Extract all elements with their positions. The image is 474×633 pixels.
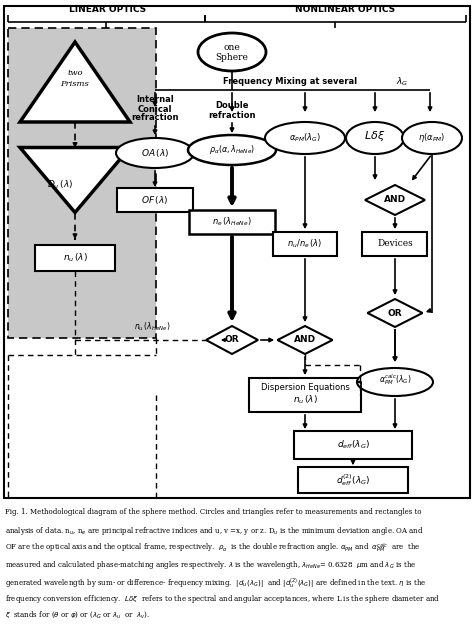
Text: $n_u\,(\lambda_{HeNe})$: $n_u\,(\lambda_{HeNe})$ bbox=[134, 320, 170, 333]
Text: $D_u\,(\lambda)$: $D_u\,(\lambda)$ bbox=[47, 179, 73, 191]
Bar bbox=[363, 232, 428, 256]
Text: $\alpha_{PM}^{calc}(\lambda_G)$: $\alpha_{PM}^{calc}(\lambda_G)$ bbox=[379, 373, 411, 387]
Text: $OF\,(\lambda)$: $OF\,(\lambda)$ bbox=[141, 194, 169, 206]
Text: measured and calculated phase-matching angles respectively. $\lambda$ is the wav: measured and calculated phase-matching a… bbox=[5, 559, 417, 571]
Bar bbox=[294, 431, 412, 459]
Ellipse shape bbox=[265, 122, 345, 154]
Polygon shape bbox=[20, 42, 130, 122]
Text: AND: AND bbox=[294, 335, 316, 344]
Text: $d_{eff}^{(2)}(\lambda_G)$: $d_{eff}^{(2)}(\lambda_G)$ bbox=[336, 472, 370, 488]
Polygon shape bbox=[206, 326, 258, 354]
Bar bbox=[8, 28, 156, 338]
Text: OF are the optical axis and the optical frame, respectively.  $\rho_\alpha$  is : OF are the optical axis and the optical … bbox=[5, 542, 420, 555]
Text: $n_u/n_e\,(\lambda)$: $n_u/n_e\,(\lambda)$ bbox=[287, 238, 323, 250]
Text: $L\delta\xi$: $L\delta\xi$ bbox=[365, 129, 386, 143]
Text: AND: AND bbox=[384, 196, 406, 204]
Text: Prisms: Prisms bbox=[61, 80, 90, 88]
Polygon shape bbox=[367, 299, 422, 327]
Text: OR: OR bbox=[388, 308, 402, 318]
Text: $\lambda_G$: $\lambda_G$ bbox=[396, 76, 408, 88]
Bar bbox=[249, 378, 361, 412]
Text: refraction: refraction bbox=[131, 113, 179, 123]
Text: $\eta(\alpha_{PM})$: $\eta(\alpha_{PM})$ bbox=[418, 132, 446, 144]
Text: OR: OR bbox=[225, 335, 239, 344]
Text: analysis of data. n$_u$, n$_e$ are principal refractive indices and u, v =x, y o: analysis of data. n$_u$, n$_e$ are princ… bbox=[5, 525, 424, 537]
Text: Internal: Internal bbox=[136, 96, 174, 104]
Text: $\alpha_{PM}(\lambda_G)$: $\alpha_{PM}(\lambda_G)$ bbox=[289, 132, 321, 144]
Text: $n_e\,(\lambda_{HeNe})$: $n_e\,(\lambda_{HeNe})$ bbox=[212, 216, 252, 229]
Text: two: two bbox=[67, 69, 83, 77]
Text: $OA\,(\lambda)$: $OA\,(\lambda)$ bbox=[141, 147, 169, 159]
Text: Conical: Conical bbox=[138, 104, 172, 113]
Bar bbox=[189, 210, 275, 234]
Text: $\xi$  stands for ($\theta$ or $\varphi$) or ($\lambda_G$ or $\lambda_u$  or  $\: $\xi$ stands for ($\theta$ or $\varphi$)… bbox=[5, 610, 150, 620]
Polygon shape bbox=[20, 147, 130, 213]
Ellipse shape bbox=[198, 33, 266, 71]
Text: $n_u\,(\lambda)$: $n_u\,(\lambda)$ bbox=[63, 252, 88, 264]
Text: Devices: Devices bbox=[377, 239, 413, 249]
Ellipse shape bbox=[116, 138, 194, 168]
Text: LINEAR OPTICS: LINEAR OPTICS bbox=[69, 6, 146, 15]
Polygon shape bbox=[365, 185, 425, 215]
Text: $d_{eff}(\lambda_G)$: $d_{eff}(\lambda_G)$ bbox=[337, 439, 370, 451]
Text: Frequency Mixing at several: Frequency Mixing at several bbox=[223, 77, 360, 87]
Text: $\rho_\alpha(\alpha,\lambda_{HeNe})$: $\rho_\alpha(\alpha,\lambda_{HeNe})$ bbox=[209, 144, 255, 156]
Text: one: one bbox=[224, 42, 240, 51]
Bar bbox=[273, 232, 337, 256]
Text: generated wavelength by sum- or difference- frequency mixing.  $|d_u\,(\lambda_G: generated wavelength by sum- or differen… bbox=[5, 576, 427, 589]
Text: Dispersion Equations: Dispersion Equations bbox=[261, 382, 349, 391]
Text: Double: Double bbox=[215, 101, 249, 111]
Bar bbox=[117, 188, 193, 212]
Text: refraction: refraction bbox=[208, 111, 256, 120]
Text: NONLINEAR OPTICS: NONLINEAR OPTICS bbox=[295, 6, 395, 15]
Ellipse shape bbox=[346, 122, 404, 154]
Text: $n_u\,(\lambda)$: $n_u\,(\lambda)$ bbox=[292, 394, 318, 406]
Ellipse shape bbox=[357, 368, 433, 396]
Polygon shape bbox=[277, 326, 332, 354]
Ellipse shape bbox=[402, 122, 462, 154]
Ellipse shape bbox=[188, 135, 276, 165]
Bar bbox=[4, 6, 470, 498]
Text: Sphere: Sphere bbox=[216, 54, 248, 63]
Bar bbox=[35, 245, 115, 271]
Bar bbox=[298, 467, 408, 493]
Text: Fig. 1. Methodological diagram of the sphere method. Circles and triangles refer: Fig. 1. Methodological diagram of the sp… bbox=[5, 508, 421, 516]
Text: frequency conversion efficiency.  $L\delta\xi$  refers to the spectral and angul: frequency conversion efficiency. $L\delt… bbox=[5, 593, 440, 605]
